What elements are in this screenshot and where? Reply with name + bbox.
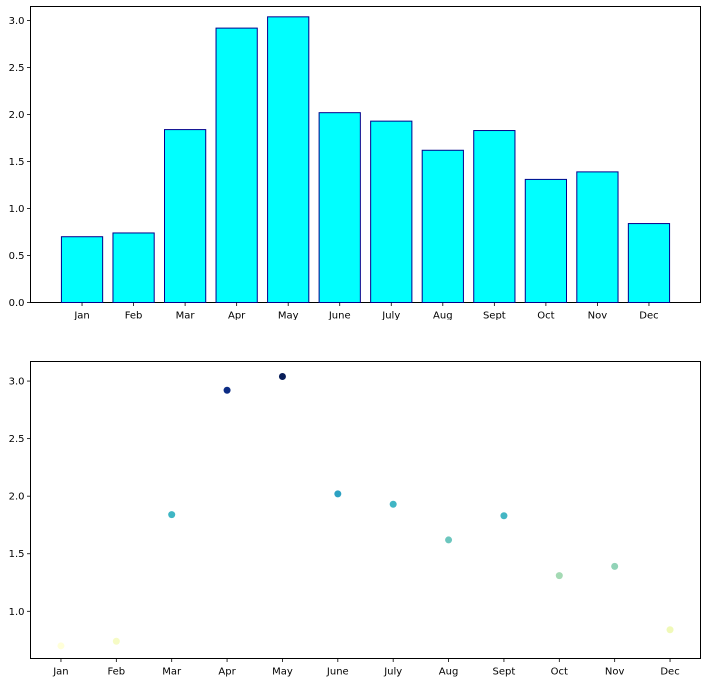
x-tick-label: July: [381, 311, 400, 321]
x-tick-label: Feb: [107, 667, 125, 678]
x-tick-label: June: [328, 311, 351, 321]
bar-july: [370, 120, 413, 304]
x-tick-label: Mar: [176, 311, 196, 321]
x-tick-label: Sept: [493, 667, 516, 678]
x-tick-label: Aug: [433, 311, 453, 321]
x-tick-label: July: [383, 667, 402, 678]
point-may: [278, 372, 286, 380]
bar-chart: Jan Feb Mar Apr May June July Aug Sept Oct Nov Dec 0…: [9, 6, 701, 321]
y-tick-label: 2.0: [9, 492, 25, 503]
x-tick-label: May: [278, 311, 299, 321]
x-tick-label: Nov: [605, 667, 625, 678]
point-dec: [666, 626, 674, 634]
x-tick-label: Aug: [439, 667, 459, 678]
point-oct: [555, 572, 563, 580]
x-tick-label: Jan: [73, 311, 89, 321]
bar-dec: [627, 223, 671, 303]
x-tick-label: June: [326, 667, 349, 678]
plot-frame: [30, 6, 701, 303]
y-tick-label: 2.5: [9, 63, 25, 74]
x-tick-label: Jan: [52, 667, 68, 678]
x-tick-label: Oct: [551, 667, 568, 678]
x-tick-label: Apr: [228, 311, 246, 321]
point-july: [389, 500, 397, 508]
y-tick-label: 1.0: [9, 204, 25, 215]
point-jan: [57, 642, 65, 650]
bar-june: [318, 112, 361, 303]
x-tick-label: Feb: [125, 311, 143, 321]
point-aug: [445, 536, 453, 544]
bar-oct: [524, 178, 567, 303]
x-tick-label: May: [272, 667, 293, 678]
point-sept: [500, 512, 508, 520]
x-tick-label: Sept: [483, 311, 506, 321]
y-tick-label: 3.0: [9, 377, 25, 388]
bar-mar: [164, 129, 207, 303]
bar-may: [267, 16, 310, 303]
y-tick-label: 2.0: [9, 110, 25, 121]
y-tick-label: 0.5: [9, 251, 25, 262]
x-tick-label: Oct: [537, 311, 554, 321]
bar-nov: [576, 171, 619, 303]
point-apr: [223, 386, 231, 394]
point-june: [334, 490, 342, 498]
bar-aug: [421, 149, 464, 303]
y-tick-label: 1.5: [9, 549, 25, 560]
y-tick-label: 3.0: [9, 16, 25, 27]
plot-frame: [30, 361, 701, 659]
y-tick-label: 1.0: [9, 607, 25, 618]
x-tick-label: Dec: [660, 667, 679, 678]
x-tick-label: Mar: [162, 667, 182, 678]
x-tick-label: Dec: [639, 311, 658, 321]
bar-jan: [60, 236, 104, 304]
x-tick-label: Apr: [218, 667, 236, 678]
y-tick-label: 0.0: [9, 298, 25, 309]
bar-feb: [112, 232, 155, 303]
bar-sept: [473, 130, 516, 303]
point-mar: [168, 511, 176, 519]
x-tick-label: Nov: [588, 311, 608, 321]
y-tick-label: 2.5: [9, 434, 25, 445]
point-nov: [611, 562, 619, 570]
bar-apr: [215, 27, 258, 303]
point-feb: [112, 637, 120, 645]
y-tick-label: 1.5: [9, 157, 25, 168]
scatter-chart: Jan Feb Mar Apr May June July Aug Sept Oct Nov Dec 1…: [9, 361, 701, 678]
